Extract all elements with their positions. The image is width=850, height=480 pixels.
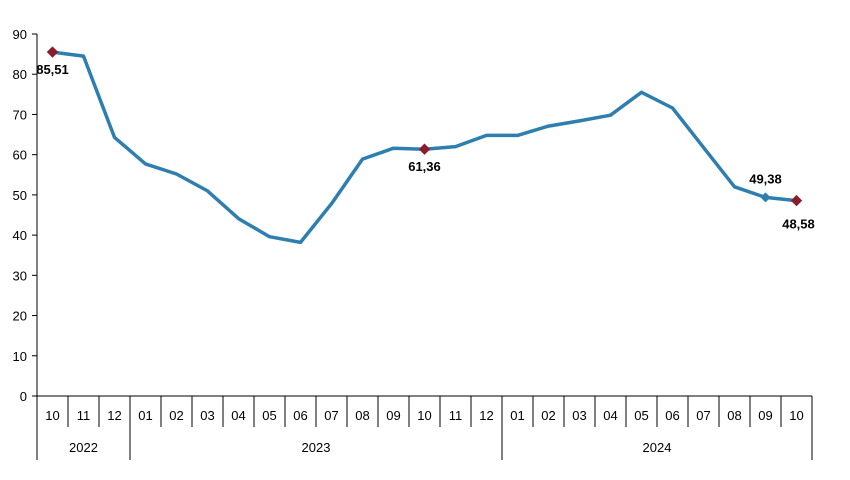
data-point: [392, 146, 395, 150]
data-point: [144, 162, 147, 166]
x-tick-label: 01: [138, 408, 152, 423]
data-point: [299, 240, 302, 244]
y-tick-label: 90: [13, 27, 27, 42]
data-point: [733, 185, 736, 189]
x-tick-label: 03: [572, 408, 586, 423]
y-tick-label: 70: [13, 107, 27, 122]
x-tick-label: 05: [262, 408, 276, 423]
data-point: [609, 113, 612, 117]
y-tick-label: 20: [13, 309, 27, 324]
x-tick-label: 02: [541, 408, 555, 423]
data-point: [547, 124, 550, 128]
y-tick-label: 10: [13, 349, 27, 364]
x-tick-label: 12: [107, 408, 121, 423]
x-tick-label: 01: [510, 408, 524, 423]
data-point: [454, 145, 457, 149]
x-tick-label: 11: [77, 408, 91, 423]
x-tick-label: 02: [169, 408, 183, 423]
y-tick-label: 0: [20, 389, 27, 404]
data-point: [702, 145, 705, 149]
highlight-marker: [790, 194, 803, 207]
data-label: 61,36: [408, 159, 441, 174]
y-tick-label: 40: [13, 228, 27, 243]
year-label: 2022: [69, 440, 98, 455]
data-point: [206, 189, 209, 193]
x-tick-label: 04: [603, 408, 617, 423]
x-tick-label: 03: [200, 408, 214, 423]
data-point: [671, 106, 674, 110]
y-tick-label: 80: [13, 67, 27, 82]
x-tick-label: 09: [386, 408, 400, 423]
data-label: 48,58: [782, 217, 815, 232]
x-tick-label: 11: [449, 408, 463, 423]
data-point: [113, 135, 116, 139]
data-point: [516, 133, 519, 137]
data-label: 85,51: [36, 62, 69, 77]
highlight-marker: [760, 192, 771, 203]
data-point: [578, 119, 581, 123]
x-tick-label: 07: [324, 408, 338, 423]
highlight-marker: [46, 46, 59, 58]
x-tick-label: 09: [758, 408, 772, 423]
x-tick-label: 04: [231, 408, 245, 423]
x-tick-label: 06: [293, 408, 307, 423]
data-point: [268, 235, 271, 239]
x-axis-ticks: 10 11 12 01 02 03 04 05 06 07 08 09 10 11 12 01 02 03 04 05…: [36, 396, 813, 427]
data-point: [485, 133, 488, 137]
x-tick-label: 07: [696, 408, 710, 423]
x-axis-years: 2022 2023 2024: [36, 427, 813, 460]
data-point: [175, 172, 178, 176]
axes: [36, 34, 812, 460]
data-point: [82, 54, 85, 58]
data-labels: 85,51 61,36 49,38 48,58: [36, 46, 815, 232]
data-point: [640, 90, 643, 94]
x-tick-label: 08: [355, 408, 369, 423]
x-tick-label: 08: [727, 408, 741, 423]
year-label: 2024: [643, 440, 672, 455]
x-tick-label: 10: [45, 408, 59, 423]
x-tick-label: 12: [479, 408, 493, 423]
data-point: [237, 217, 240, 221]
y-tick-label: 30: [13, 268, 27, 283]
x-tick-label: 05: [634, 408, 648, 423]
x-tick-label: 10: [417, 408, 431, 423]
highlight-marker: [418, 143, 431, 155]
data-point: [330, 202, 333, 206]
x-tick-label: 06: [665, 408, 679, 423]
y-tick-label: 50: [13, 188, 27, 203]
x-tick-label: 10: [789, 408, 803, 423]
y-axis-ticks: 0 10 20 30 40 50 60 70 80 90: [13, 27, 37, 404]
data-point: [361, 157, 364, 161]
y-tick-label: 60: [13, 148, 27, 163]
year-label: 2023: [302, 440, 331, 455]
data-label: 49,38: [749, 171, 782, 186]
